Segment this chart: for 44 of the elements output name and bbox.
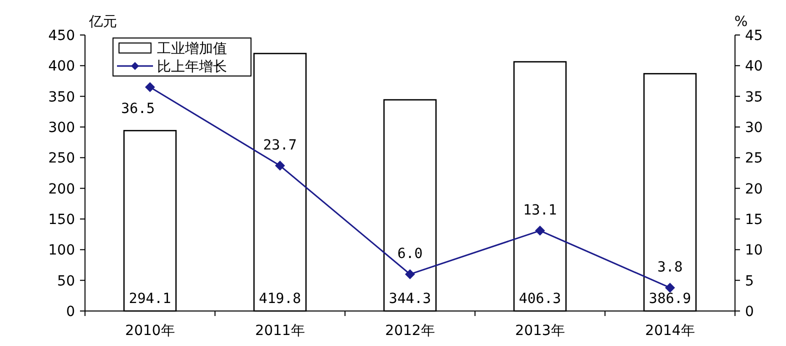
x-tick-label: 2010年	[125, 323, 175, 339]
y-tick-label: 0	[66, 304, 75, 320]
data-label: 23.7	[263, 138, 297, 154]
y2-tick-label: 20	[745, 181, 763, 198]
y-tick-label: 450	[48, 28, 75, 44]
x-tick-label: 2013年	[515, 323, 565, 339]
y-tick-label: 200	[48, 181, 75, 198]
x-tick-label: 2014年	[645, 323, 695, 339]
data-label: 344.3	[388, 291, 432, 307]
y-tick-label: 400	[48, 58, 75, 75]
data-label: 6.0	[397, 246, 423, 262]
y2-axis-title: %	[734, 14, 748, 30]
y2-tick-label: 0	[745, 304, 754, 320]
point	[405, 269, 415, 280]
y2-tick-label: 40	[745, 58, 763, 75]
point	[665, 282, 675, 293]
data-label: 3.8	[657, 260, 683, 276]
data-label: 13.1	[523, 202, 557, 219]
y2-tick-label: 45	[745, 28, 763, 44]
data-label: 386.9	[648, 291, 692, 307]
data-label: 406.3	[518, 291, 562, 307]
y-tick-label: 350	[48, 89, 75, 106]
y2-tick-label: 10	[745, 242, 763, 259]
data-label: 294.1	[128, 291, 172, 307]
y2-tick-label: 25	[745, 150, 763, 167]
y2-tick-label: 15	[745, 212, 763, 228]
y-tick-label: 100	[48, 242, 75, 259]
x-tick-label: 2012年	[385, 323, 435, 339]
x-tick-label: 2011年	[255, 323, 305, 339]
y-tick-label: 150	[48, 212, 75, 228]
point	[535, 226, 545, 236]
y2-tick-label: 30	[745, 120, 763, 136]
y2-tick-label: 35	[745, 89, 763, 106]
y-tick-label: 50	[57, 273, 75, 290]
legend-label: 工业增加值	[157, 41, 227, 57]
data-label: 36.5	[121, 101, 155, 118]
data-label: 419.8	[258, 291, 302, 307]
legend-label: 比上年增长	[157, 59, 227, 75]
y-tick-label: 250	[48, 150, 75, 167]
y-tick-label: 300	[48, 120, 75, 136]
y2-tick-label: 5	[745, 273, 754, 290]
point	[275, 160, 285, 171]
point	[145, 82, 155, 92]
y-axis-title: 亿元	[88, 14, 117, 30]
